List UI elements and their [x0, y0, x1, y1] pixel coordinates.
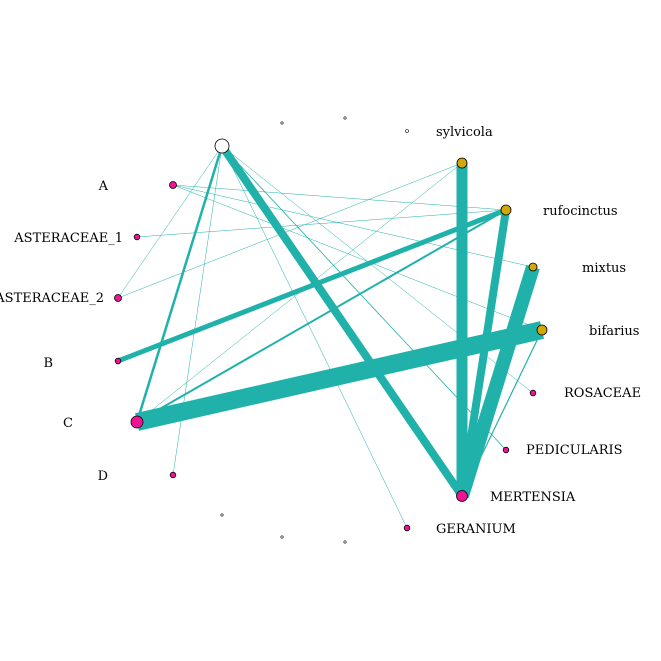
- edges-layer: [117, 143, 544, 529]
- node-mertensia: [456, 490, 468, 502]
- node-asteraceae-2: [114, 294, 122, 302]
- node-n-hub: [214, 138, 230, 154]
- node-asteraceae-1: [133, 233, 141, 241]
- node-n-d5: [280, 535, 284, 539]
- label-c: C: [63, 416, 73, 431]
- nodes-layer: [114, 116, 548, 544]
- label-geranium: GERANIUM: [436, 522, 516, 537]
- node-pedicularis: [502, 446, 510, 454]
- edge-n_hub-GERANIUM: [221, 145, 408, 529]
- label-rufocinctus: rufocinctus: [543, 204, 618, 219]
- edge-rufocinctus-C: [136, 209, 507, 423]
- edge-n_hub-ASTERACEAE_2: [117, 145, 223, 299]
- node-d: [169, 471, 177, 479]
- node-n-d3: [405, 129, 409, 133]
- node-n-d2: [343, 116, 347, 120]
- label-asteraceae-1: ASTERACEAE_1: [13, 231, 123, 246]
- edge-bifarius-C: [135, 321, 544, 431]
- edge-mixtus-MERTENSIA: [455, 264, 540, 499]
- edge-n_hub-D: [172, 145, 223, 476]
- label-pedicularis: PEDICULARIS: [526, 443, 623, 458]
- edge-rufocinctus-B: [117, 207, 507, 364]
- label-mertensia: MERTENSIA: [490, 490, 576, 505]
- node-n-d6: [220, 513, 224, 517]
- node-rosaceae: [529, 389, 537, 397]
- edge-rufocinctus-MERTENSIA: [458, 209, 510, 497]
- label-a: A: [98, 179, 109, 194]
- edge-bifarius-A: [172, 184, 543, 331]
- node-c: [130, 415, 144, 429]
- label-b: B: [43, 356, 53, 371]
- edge-n_hub-MERTENSIA: [218, 143, 466, 499]
- edge-rufocinctus-A: [172, 184, 507, 211]
- node-a: [169, 181, 177, 189]
- edge-mixtus-A: [172, 184, 534, 268]
- label-asteraceae-2: ASTERACEAE_2: [0, 291, 104, 306]
- node-n-d4: [343, 540, 347, 544]
- label-rosaceae: ROSACEAE: [564, 386, 641, 401]
- edge-n_hub-C: [135, 145, 224, 423]
- node-n-d1: [280, 121, 284, 125]
- node-geranium: [403, 524, 411, 532]
- node-bifarius: [536, 324, 548, 336]
- edge-sylvicola-ASTERACEAE_2: [117, 162, 463, 299]
- node-mixtus: [528, 262, 538, 272]
- label-sylvicola: sylvicola: [436, 125, 493, 140]
- node-sylvicola: [456, 157, 468, 169]
- labels-layer: sylvicola rufocinctus mixtus bifarius ROSACE…: [0, 125, 641, 537]
- label-bifarius: bifarius: [589, 324, 639, 339]
- label-d: D: [98, 469, 108, 484]
- node-rufocinctus: [500, 204, 512, 216]
- label-mixtus: mixtus: [582, 261, 626, 276]
- node-b: [114, 357, 122, 365]
- edge-rufocinctus-ASTERACEAE_1: [136, 209, 507, 238]
